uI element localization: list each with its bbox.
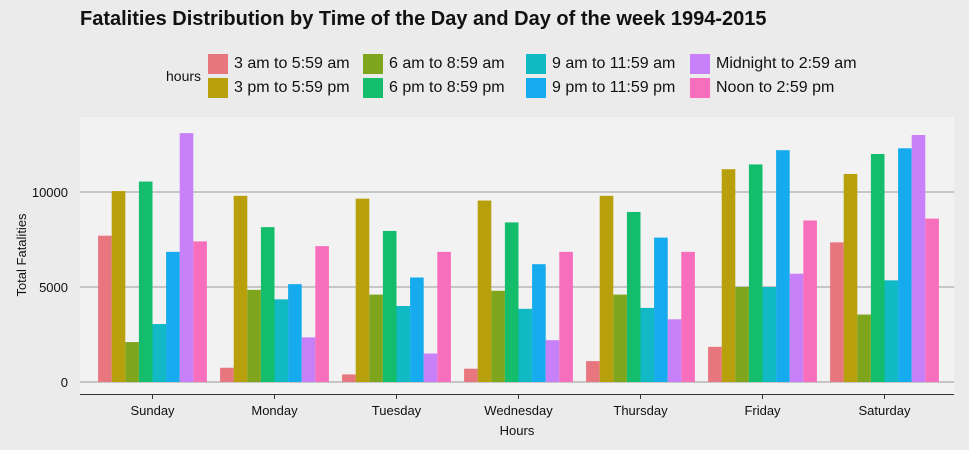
bar <box>355 198 370 382</box>
x-tick-label: Wednesday <box>484 403 553 418</box>
legend-label: 6 am to 8:59 am <box>389 55 505 72</box>
bar <box>776 150 790 382</box>
legend-label: 9 am to 11:59 am <box>552 55 676 72</box>
x-tick-label: Saturday <box>858 403 911 418</box>
bar <box>626 211 641 382</box>
y-tick-label: 10000 <box>32 185 68 200</box>
legend-swatch <box>208 78 228 98</box>
x-tick-label: Monday <box>251 403 298 418</box>
bar <box>735 287 749 382</box>
bar <box>477 200 492 382</box>
legend-label: 3 pm to 5:59 pm <box>234 79 350 96</box>
legend-swatch <box>363 78 383 98</box>
y-tick-label: 0 <box>61 375 68 390</box>
legend-item: 9 am to 11:59 am <box>526 53 675 75</box>
bar <box>789 273 804 382</box>
bar <box>911 135 926 382</box>
bar <box>410 277 424 382</box>
x-axis-title: Hours <box>500 423 535 438</box>
legend-label: Noon to 2:59 pm <box>716 79 835 96</box>
bar <box>301 337 316 382</box>
legend-item: 3 pm to 5:59 pm <box>208 77 350 99</box>
y-tick-label: 5000 <box>39 280 68 295</box>
bar <box>423 353 438 382</box>
bar <box>721 169 736 382</box>
bar <box>111 191 126 382</box>
bar <box>315 246 329 382</box>
bar <box>925 218 939 382</box>
legend-swatch <box>363 54 383 74</box>
legend-label: 9 pm to 11:59 pm <box>552 79 676 96</box>
x-tick-label: Thursday <box>613 403 668 418</box>
bar <box>369 294 383 382</box>
y-axis-title: Total Fatalities <box>14 213 29 297</box>
bar <box>179 133 194 382</box>
bar <box>898 148 912 382</box>
bar <box>667 319 682 382</box>
legend-swatch <box>526 54 546 74</box>
bar <box>260 227 275 382</box>
legend-item: 6 am to 8:59 am <box>363 53 505 75</box>
bar <box>640 307 655 382</box>
x-tick-label: Friday <box>744 403 781 418</box>
legend-label: 6 pm to 8:59 pm <box>389 79 505 96</box>
legend-swatch <box>690 78 710 98</box>
bar <box>233 195 248 382</box>
bar <box>599 195 614 382</box>
bar <box>748 164 763 382</box>
bar <box>613 294 627 382</box>
bar <box>98 235 112 382</box>
bar <box>152 324 167 382</box>
bar <box>857 314 871 382</box>
bar <box>870 154 885 382</box>
bar <box>559 251 573 382</box>
legend-label: Midnight to 2:59 am <box>716 55 857 72</box>
bar <box>504 222 519 382</box>
legend-swatch <box>526 78 546 98</box>
bar <box>220 367 234 382</box>
bar <box>193 241 207 382</box>
bar <box>247 289 261 382</box>
legend-item: 3 am to 5:59 am <box>208 53 350 75</box>
bar <box>654 237 668 382</box>
bar <box>464 368 478 382</box>
legend-item: Midnight to 2:59 am <box>690 53 857 75</box>
bar <box>437 251 451 382</box>
x-tick-label: Tuesday <box>372 403 422 418</box>
x-tick-label: Sunday <box>130 403 175 418</box>
bar <box>532 264 546 382</box>
legend-item: 9 pm to 11:59 pm <box>526 77 675 99</box>
bar <box>518 308 533 382</box>
bar <box>491 290 505 382</box>
legend-title: hours <box>166 68 202 84</box>
bar <box>396 306 411 382</box>
bar <box>125 342 139 382</box>
legend-item: Noon to 2:59 pm <box>690 77 834 99</box>
legend-swatch <box>208 54 228 74</box>
bar <box>274 299 289 382</box>
bar <box>884 280 899 382</box>
bar <box>803 220 817 382</box>
bar <box>762 287 777 382</box>
bar <box>545 340 560 382</box>
bar <box>342 374 356 382</box>
bar <box>586 361 600 382</box>
legend-item: 6 pm to 8:59 pm <box>363 77 505 99</box>
bar <box>288 284 302 382</box>
bar <box>681 251 695 382</box>
bar <box>382 230 397 382</box>
bar <box>830 242 844 382</box>
bar <box>708 346 722 382</box>
chart-title: Fatalities Distribution by Time of the D… <box>80 8 767 30</box>
bar <box>166 251 180 382</box>
bar <box>138 181 153 382</box>
bar <box>843 173 858 382</box>
legend-swatch <box>690 54 710 74</box>
legend-label: 3 am to 5:59 am <box>234 55 350 72</box>
